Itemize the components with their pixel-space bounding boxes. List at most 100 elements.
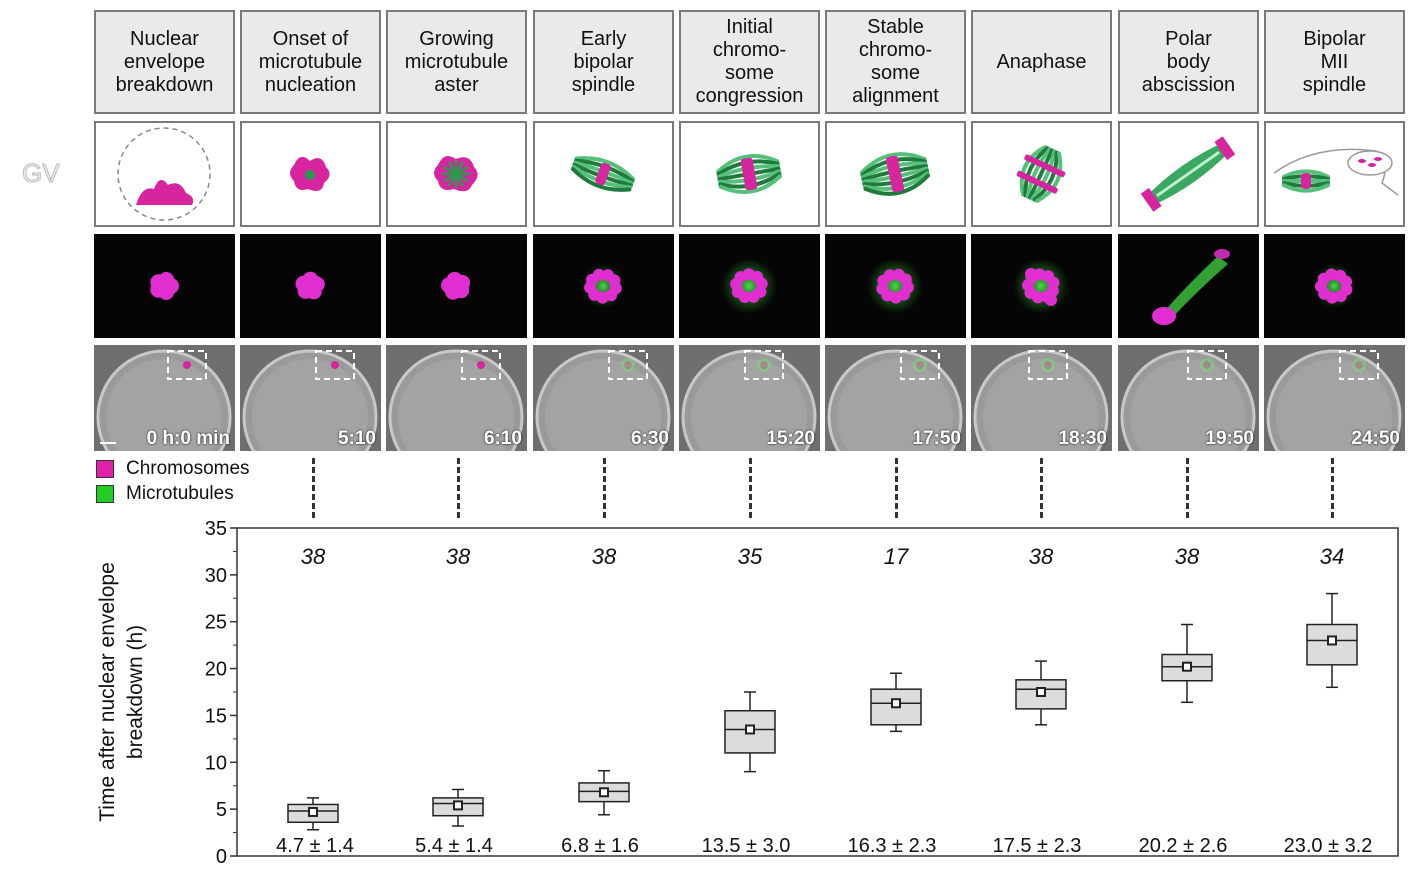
n-label: 35 [738,544,763,569]
timestamp-label: 18:30 [1058,428,1107,449]
timestamp-label: 6:10 [483,428,522,449]
stage-connector-line [603,458,606,518]
stage-header: Onset of microtubule nucleation [240,10,381,114]
n-label: 17 [884,544,909,569]
legend-chromosomes: Chromosomes [96,458,250,480]
stats-label: 6.8 ± 1.6 [561,835,639,857]
y-tick-label: 35 [205,518,227,540]
dic-image: 6:30 [533,345,674,451]
dic-image: 15:20 [679,345,820,451]
dic-image: 5:10 [240,345,381,451]
legend-microtubules-label: Microtubules [126,483,234,504]
stage-schematic [825,121,966,227]
fluorescence-image [386,234,527,338]
stage-header: Anaphase [971,10,1112,114]
stage-connector-line [895,458,898,518]
fluorescence-image [825,234,966,338]
stage-header: Early bipolar spindle [533,10,674,114]
box-plot [1015,660,1067,726]
n-label: 38 [446,544,471,569]
stats-label: 17.5 ± 2.3 [993,835,1082,857]
timestamp-label: 5:10 [337,428,376,449]
box-plot [432,788,484,827]
y-tick-label: 25 [205,612,227,634]
stage-schematic [240,121,381,227]
fluorescence-image [533,234,674,338]
stage-header: Initial chromo- some congression [679,10,820,114]
stage-header: Polar body abscission [1118,10,1259,114]
y-axis-label: Time after nuclear envelope breakdown (h) [96,562,147,822]
n-label: 38 [1175,544,1200,569]
stage-schematic [1264,121,1405,227]
y-tick-label: 10 [205,752,227,774]
mean-marker [1182,661,1192,672]
stage-header: Growing microtubule aster [386,10,527,114]
fluorescence-image [94,234,235,338]
y-tick-label: 30 [205,565,227,587]
timestamp-label: 15:20 [766,428,815,449]
stage-header: Stable chromo- some alignment [825,10,966,114]
timestamp-label: 24:50 [1351,428,1400,449]
y-tick-label: 5 [216,799,227,821]
stage-connector-line [457,458,460,518]
mean-marker [745,724,755,735]
box-plot [870,672,922,733]
dic-image: 18:30 [971,345,1112,451]
box-plot [1306,592,1358,689]
fluorescence-image [1118,234,1259,338]
legend-microtubules: Microtubules [96,483,234,505]
mean-marker [1327,635,1337,646]
stage-schematic [386,121,527,227]
microtubules-swatch [96,485,114,503]
plot-frame [236,527,1399,857]
y-tick-label: 15 [205,705,227,727]
n-label: 34 [1320,544,1344,569]
fluorescence-image [1264,234,1405,338]
mean-marker [891,698,901,709]
timing-box-chart: 0 5 10 15 20 25 30 35 Time after nuclear envelop… [96,518,1399,868]
stats-label: 23.0 ± 3.2 [1284,835,1373,857]
y-tick-label: 20 [205,659,227,681]
stage-schematic [533,121,674,227]
stage-connector-line [1040,458,1043,518]
timestamp-label: 6:30 [630,428,669,449]
fluorescence-image [971,234,1112,338]
dic-image: 19:50 [1118,345,1259,451]
stats-label: 5.4 ± 1.4 [415,835,493,857]
stats-label: 20.2 ± 2.6 [1139,835,1228,857]
timestamp-label: 0 h:0 min [146,428,230,449]
n-label: 38 [592,544,617,569]
dic-image: 0 h:0 min [94,345,235,451]
box-plot [724,691,776,773]
dic-image: 6:10 [386,345,527,451]
box-plot [287,797,339,831]
stage-connector-line [312,458,315,518]
fluorescence-image [679,234,820,338]
stats-label: 4.7 ± 1.4 [276,835,354,857]
n-label: 38 [301,544,326,569]
box-plot [1161,623,1213,704]
stats-label: 16.3 ± 2.3 [848,835,937,857]
legend-chromosomes-label: Chromosomes [126,458,250,479]
fluorescence-image [240,234,381,338]
dic-image: 17:50 [825,345,966,451]
mean-marker [453,800,463,811]
stage-schematic [94,121,235,227]
stage-header: Bipolar MII spindle [1264,10,1405,114]
mean-marker [599,787,609,798]
stage-connector-line [1186,458,1189,518]
dic-image: 24:50 [1264,345,1405,451]
stage-connector-line [749,458,752,518]
y-tick-label: 0 [216,846,227,868]
chromosomes-swatch [96,460,114,478]
box-plot [578,769,630,816]
stage-schematic [1118,121,1259,227]
n-label: 38 [1029,544,1054,569]
stage-connector-line [1331,458,1334,518]
stage-schematic [679,121,820,227]
stage-schematic [971,121,1112,227]
gv-label: GV [22,158,61,189]
stage-header: Nuclear envelope breakdown [94,10,235,114]
timestamp-label: 17:50 [912,428,961,449]
mean-marker [1036,687,1046,697]
